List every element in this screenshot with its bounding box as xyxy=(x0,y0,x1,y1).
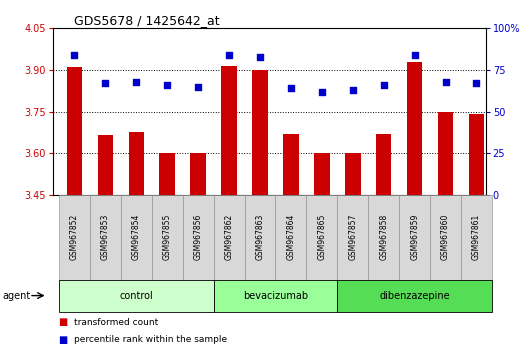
Text: GSM967859: GSM967859 xyxy=(410,214,419,261)
Bar xyxy=(67,67,82,195)
Text: GSM967864: GSM967864 xyxy=(286,214,296,261)
Text: transformed count: transformed count xyxy=(74,318,158,327)
Point xyxy=(410,52,419,58)
Text: ■: ■ xyxy=(58,335,68,345)
Text: control: control xyxy=(119,291,153,301)
Point xyxy=(380,82,388,88)
Point xyxy=(348,87,357,93)
Bar xyxy=(221,66,237,195)
Point xyxy=(256,54,264,59)
Text: GSM967863: GSM967863 xyxy=(256,214,265,261)
Bar xyxy=(438,112,453,195)
Bar xyxy=(345,153,361,195)
Point xyxy=(472,80,480,86)
Point xyxy=(70,52,79,58)
Text: percentile rank within the sample: percentile rank within the sample xyxy=(74,335,227,344)
Point xyxy=(132,79,140,84)
Point xyxy=(441,79,450,84)
Text: agent: agent xyxy=(3,291,31,301)
Bar xyxy=(469,114,484,195)
Text: GSM967854: GSM967854 xyxy=(132,214,141,261)
Text: GSM967856: GSM967856 xyxy=(194,214,203,261)
Bar xyxy=(128,132,144,195)
Point xyxy=(194,84,202,89)
Text: GSM967865: GSM967865 xyxy=(317,214,326,261)
Bar xyxy=(98,135,113,195)
Text: GSM967860: GSM967860 xyxy=(441,214,450,261)
Bar xyxy=(159,153,175,195)
Text: GSM967853: GSM967853 xyxy=(101,214,110,261)
Bar xyxy=(283,134,299,195)
Text: bevacizumab: bevacizumab xyxy=(243,291,308,301)
Bar xyxy=(407,62,422,195)
Bar xyxy=(376,134,391,195)
Point xyxy=(101,80,110,86)
Text: GSM967858: GSM967858 xyxy=(379,214,388,260)
Text: GSM967862: GSM967862 xyxy=(224,214,233,260)
Point xyxy=(287,85,295,91)
Bar xyxy=(252,70,268,195)
Point xyxy=(163,82,172,88)
Text: dibenzazepine: dibenzazepine xyxy=(379,291,450,301)
Text: GSM967855: GSM967855 xyxy=(163,214,172,261)
Text: GSM967857: GSM967857 xyxy=(348,214,357,261)
Bar xyxy=(314,153,329,195)
Point xyxy=(225,52,233,58)
Text: GSM967861: GSM967861 xyxy=(472,214,481,260)
Text: GDS5678 / 1425642_at: GDS5678 / 1425642_at xyxy=(74,14,220,27)
Text: GSM967852: GSM967852 xyxy=(70,214,79,260)
Bar xyxy=(191,153,206,195)
Point xyxy=(318,89,326,95)
Text: ■: ■ xyxy=(58,317,68,327)
